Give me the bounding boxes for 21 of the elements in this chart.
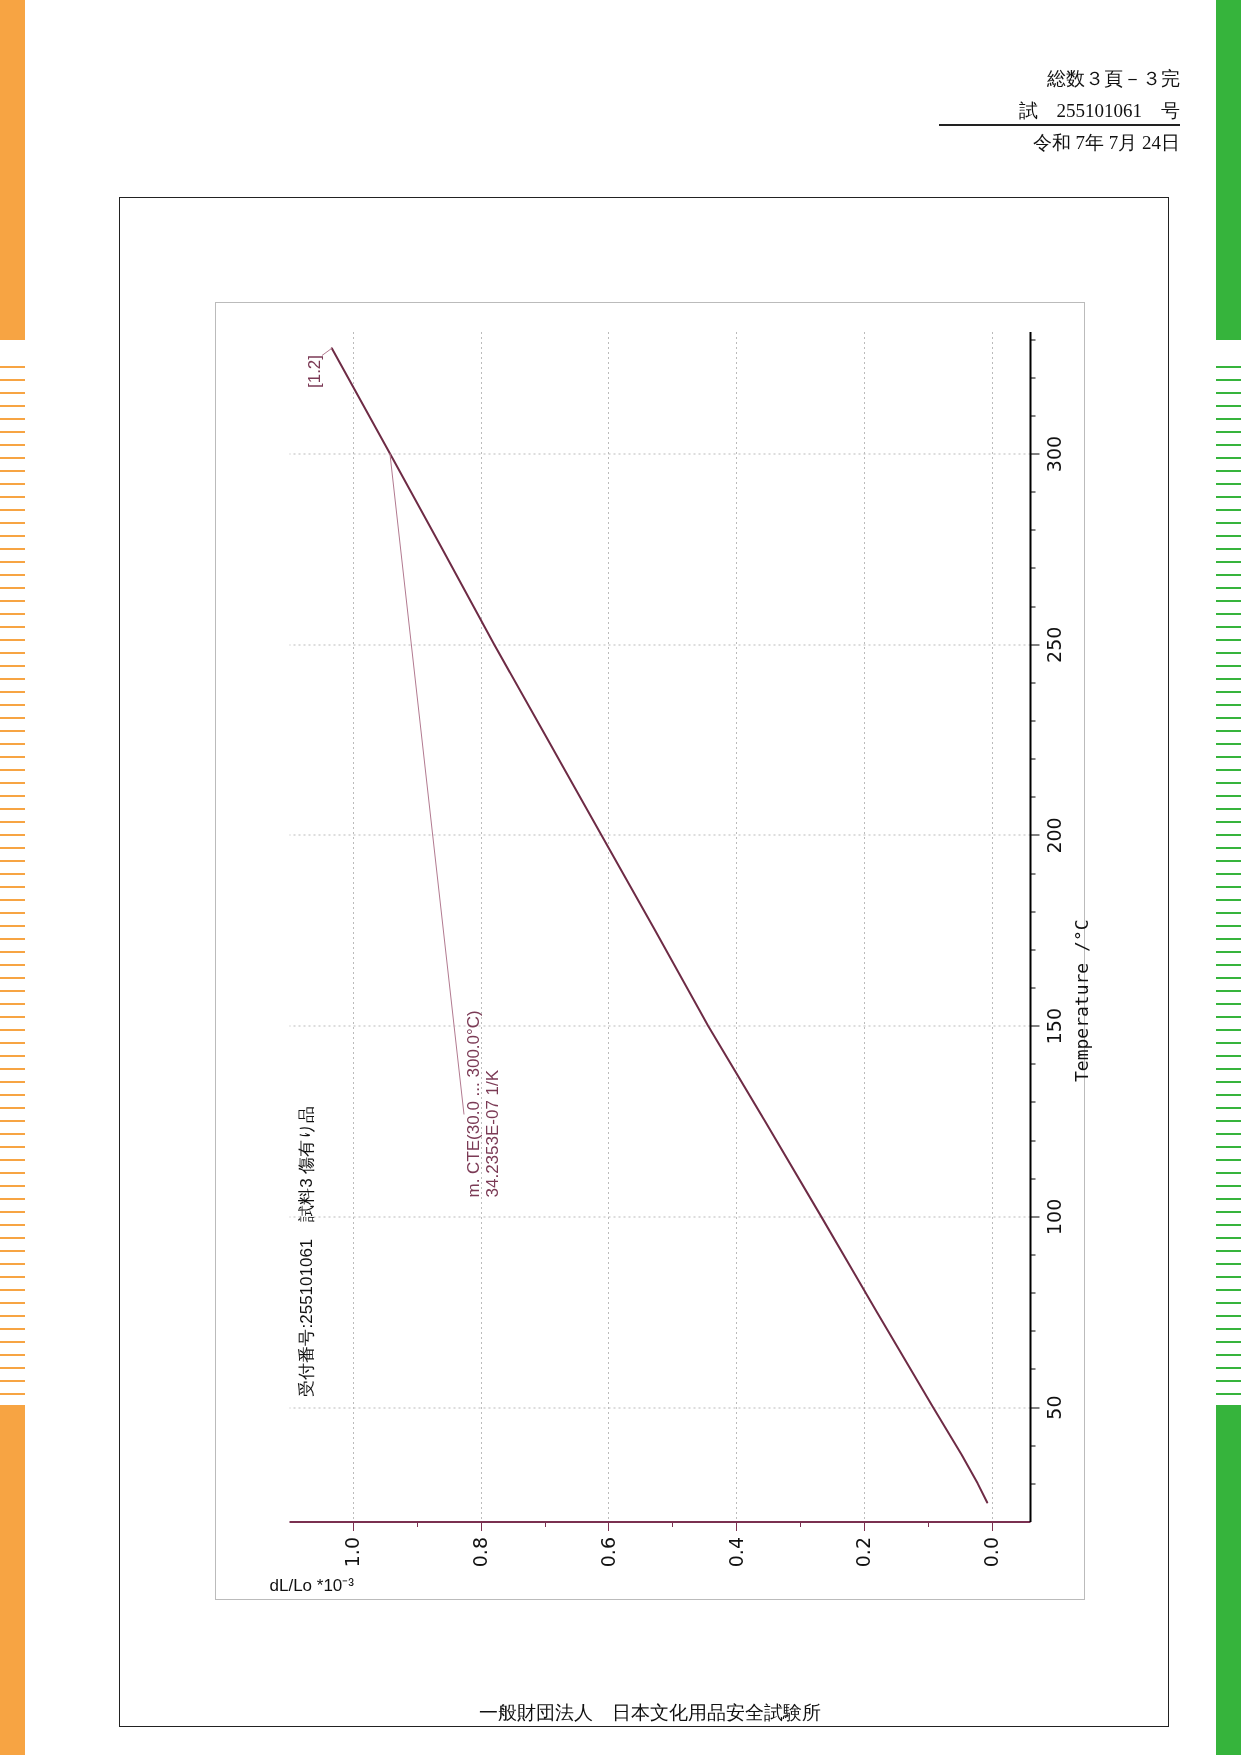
text: 受付番号:255101061 試料3 傷有り品 bbox=[297, 1105, 316, 1397]
text: 試 255101061 号 bbox=[938, 98, 1180, 126]
y-tick-label: 300 bbox=[1042, 435, 1065, 473]
y-tick-label: 250 bbox=[1042, 626, 1065, 663]
text: 一般財団法人 日本文化用品安全試験所 bbox=[479, 1701, 821, 1725]
y-tick-label: 50 bbox=[1042, 1395, 1065, 1420]
text: 令和 7年 7月 24日 bbox=[1032, 131, 1180, 155]
x-tick-label: 0.2 bbox=[852, 1537, 875, 1568]
y-tick-label: 150 bbox=[1042, 1008, 1065, 1045]
y-tick-label: 100 bbox=[1042, 1198, 1065, 1235]
x-tick-label: 1.0 bbox=[341, 1537, 364, 1568]
x-tick-label: 0.0 bbox=[980, 1537, 1003, 1568]
y-axis-title: Temperature /°C bbox=[1070, 919, 1092, 1082]
x-axis-title: dL/Lo *10⁻³ bbox=[269, 1576, 355, 1595]
text: 総数３頁－３完 bbox=[1047, 67, 1180, 91]
x-tick-label: 0.4 bbox=[724, 1537, 747, 1568]
x-tick-label: 0.8 bbox=[469, 1537, 492, 1568]
x-tick-label: 0.6 bbox=[596, 1537, 619, 1568]
y-tick-label: 200 bbox=[1042, 817, 1065, 854]
annotation: m. CTE(30.0 ... 300.0°C) 34.2353E-07 1/K bbox=[464, 1010, 502, 1198]
annotation: [1.2] bbox=[305, 354, 324, 389]
